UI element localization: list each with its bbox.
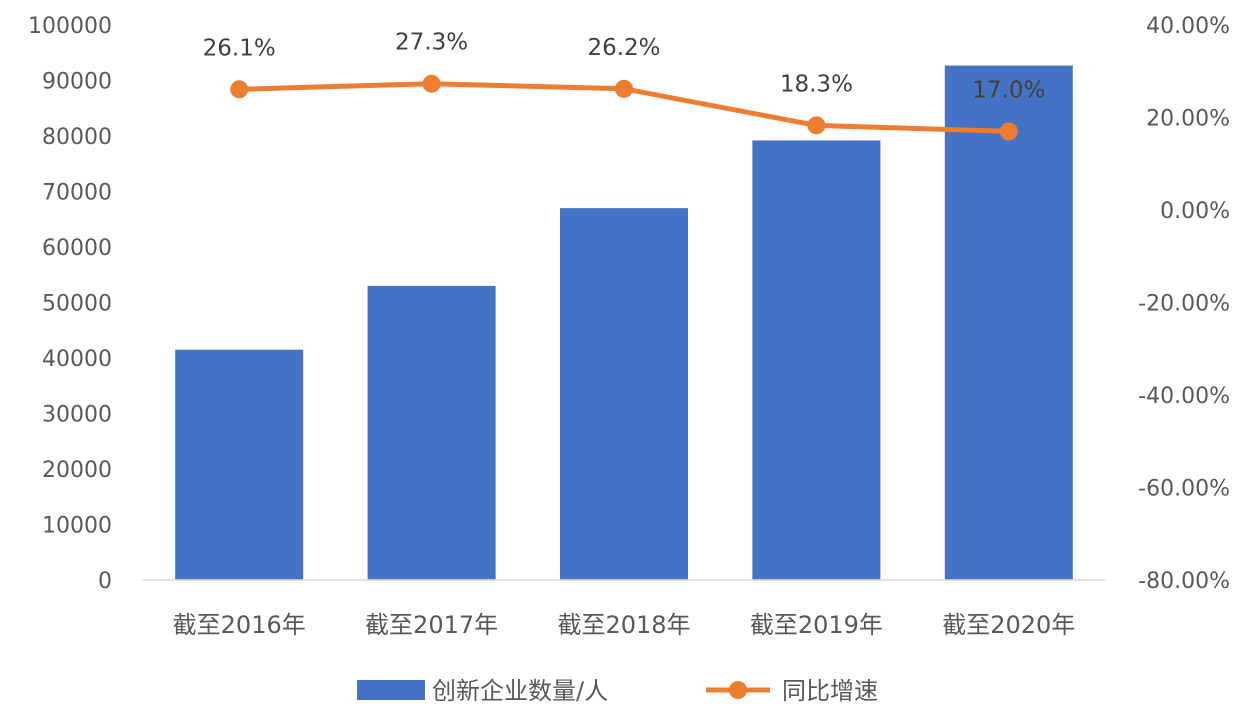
right-tick-label: -80.00% [1138,569,1230,594]
left-tick-label: 70000 [42,181,112,206]
line-point [422,74,441,93]
category-label: 截至2016年 [173,611,306,639]
legend-bar-label: 创新企业数量/人 [432,677,608,705]
left-tick-label: 100000 [28,14,112,39]
category-labels: 截至2016年 截至2017年 截至2018年 截至2019年 截至2020年 [173,611,1076,639]
line-data-label: 27.3% [395,30,468,56]
bar [560,208,688,580]
right-tick-label: -60.00% [1138,477,1230,502]
left-axis-ticks: 0 10000 20000 30000 40000 50000 60000 70000 8000… [28,14,112,594]
line-data-label: 26.1% [203,35,276,61]
left-tick-label: 80000 [42,125,112,150]
left-tick-label: 30000 [42,403,112,428]
bar [175,349,304,580]
left-tick-label: 90000 [42,70,112,95]
line-point [230,80,249,99]
bar [944,65,1073,580]
legend-line-marker [729,681,747,699]
line-point [999,122,1018,141]
line-data-labels: 26.1% 27.3% 26.2% 18.3% 17.0% [203,30,1046,104]
legend-line-label: 同比增速 [782,677,878,705]
left-tick-label: 40000 [42,347,112,372]
left-tick-label: 10000 [42,514,112,539]
right-axis-ticks: -80.00% -60.00% -40.00% -20.00% 0.00% 20.00% 4… [1138,14,1230,594]
category-label: 截至2019年 [750,611,883,639]
category-label: 截至2018年 [557,611,690,639]
category-label: 截至2020年 [942,611,1075,639]
bar [752,140,881,580]
line-point [807,116,826,135]
legend-bar-swatch [357,680,425,700]
right-tick-label: -40.00% [1138,384,1230,409]
bar-series [175,65,1073,580]
line-data-label: 26.2% [587,35,660,61]
right-tick-label: 0.00% [1160,199,1230,224]
legend: 创新企业数量/人 同比增速 [357,677,878,705]
line-data-label: 17.0% [972,77,1045,103]
bar [367,285,496,580]
right-tick-label: 40.00% [1146,14,1230,39]
left-tick-label: 60000 [42,236,112,261]
left-tick-label: 0 [98,569,112,594]
left-tick-label: 50000 [42,292,112,317]
line-series [230,74,1018,141]
right-tick-label: -20.00% [1138,292,1230,317]
right-tick-label: 20.00% [1146,107,1230,132]
line-data-label: 18.3% [780,71,853,97]
line-point [615,79,633,98]
left-tick-label: 20000 [42,458,112,483]
category-label: 截至2017年 [365,611,498,639]
